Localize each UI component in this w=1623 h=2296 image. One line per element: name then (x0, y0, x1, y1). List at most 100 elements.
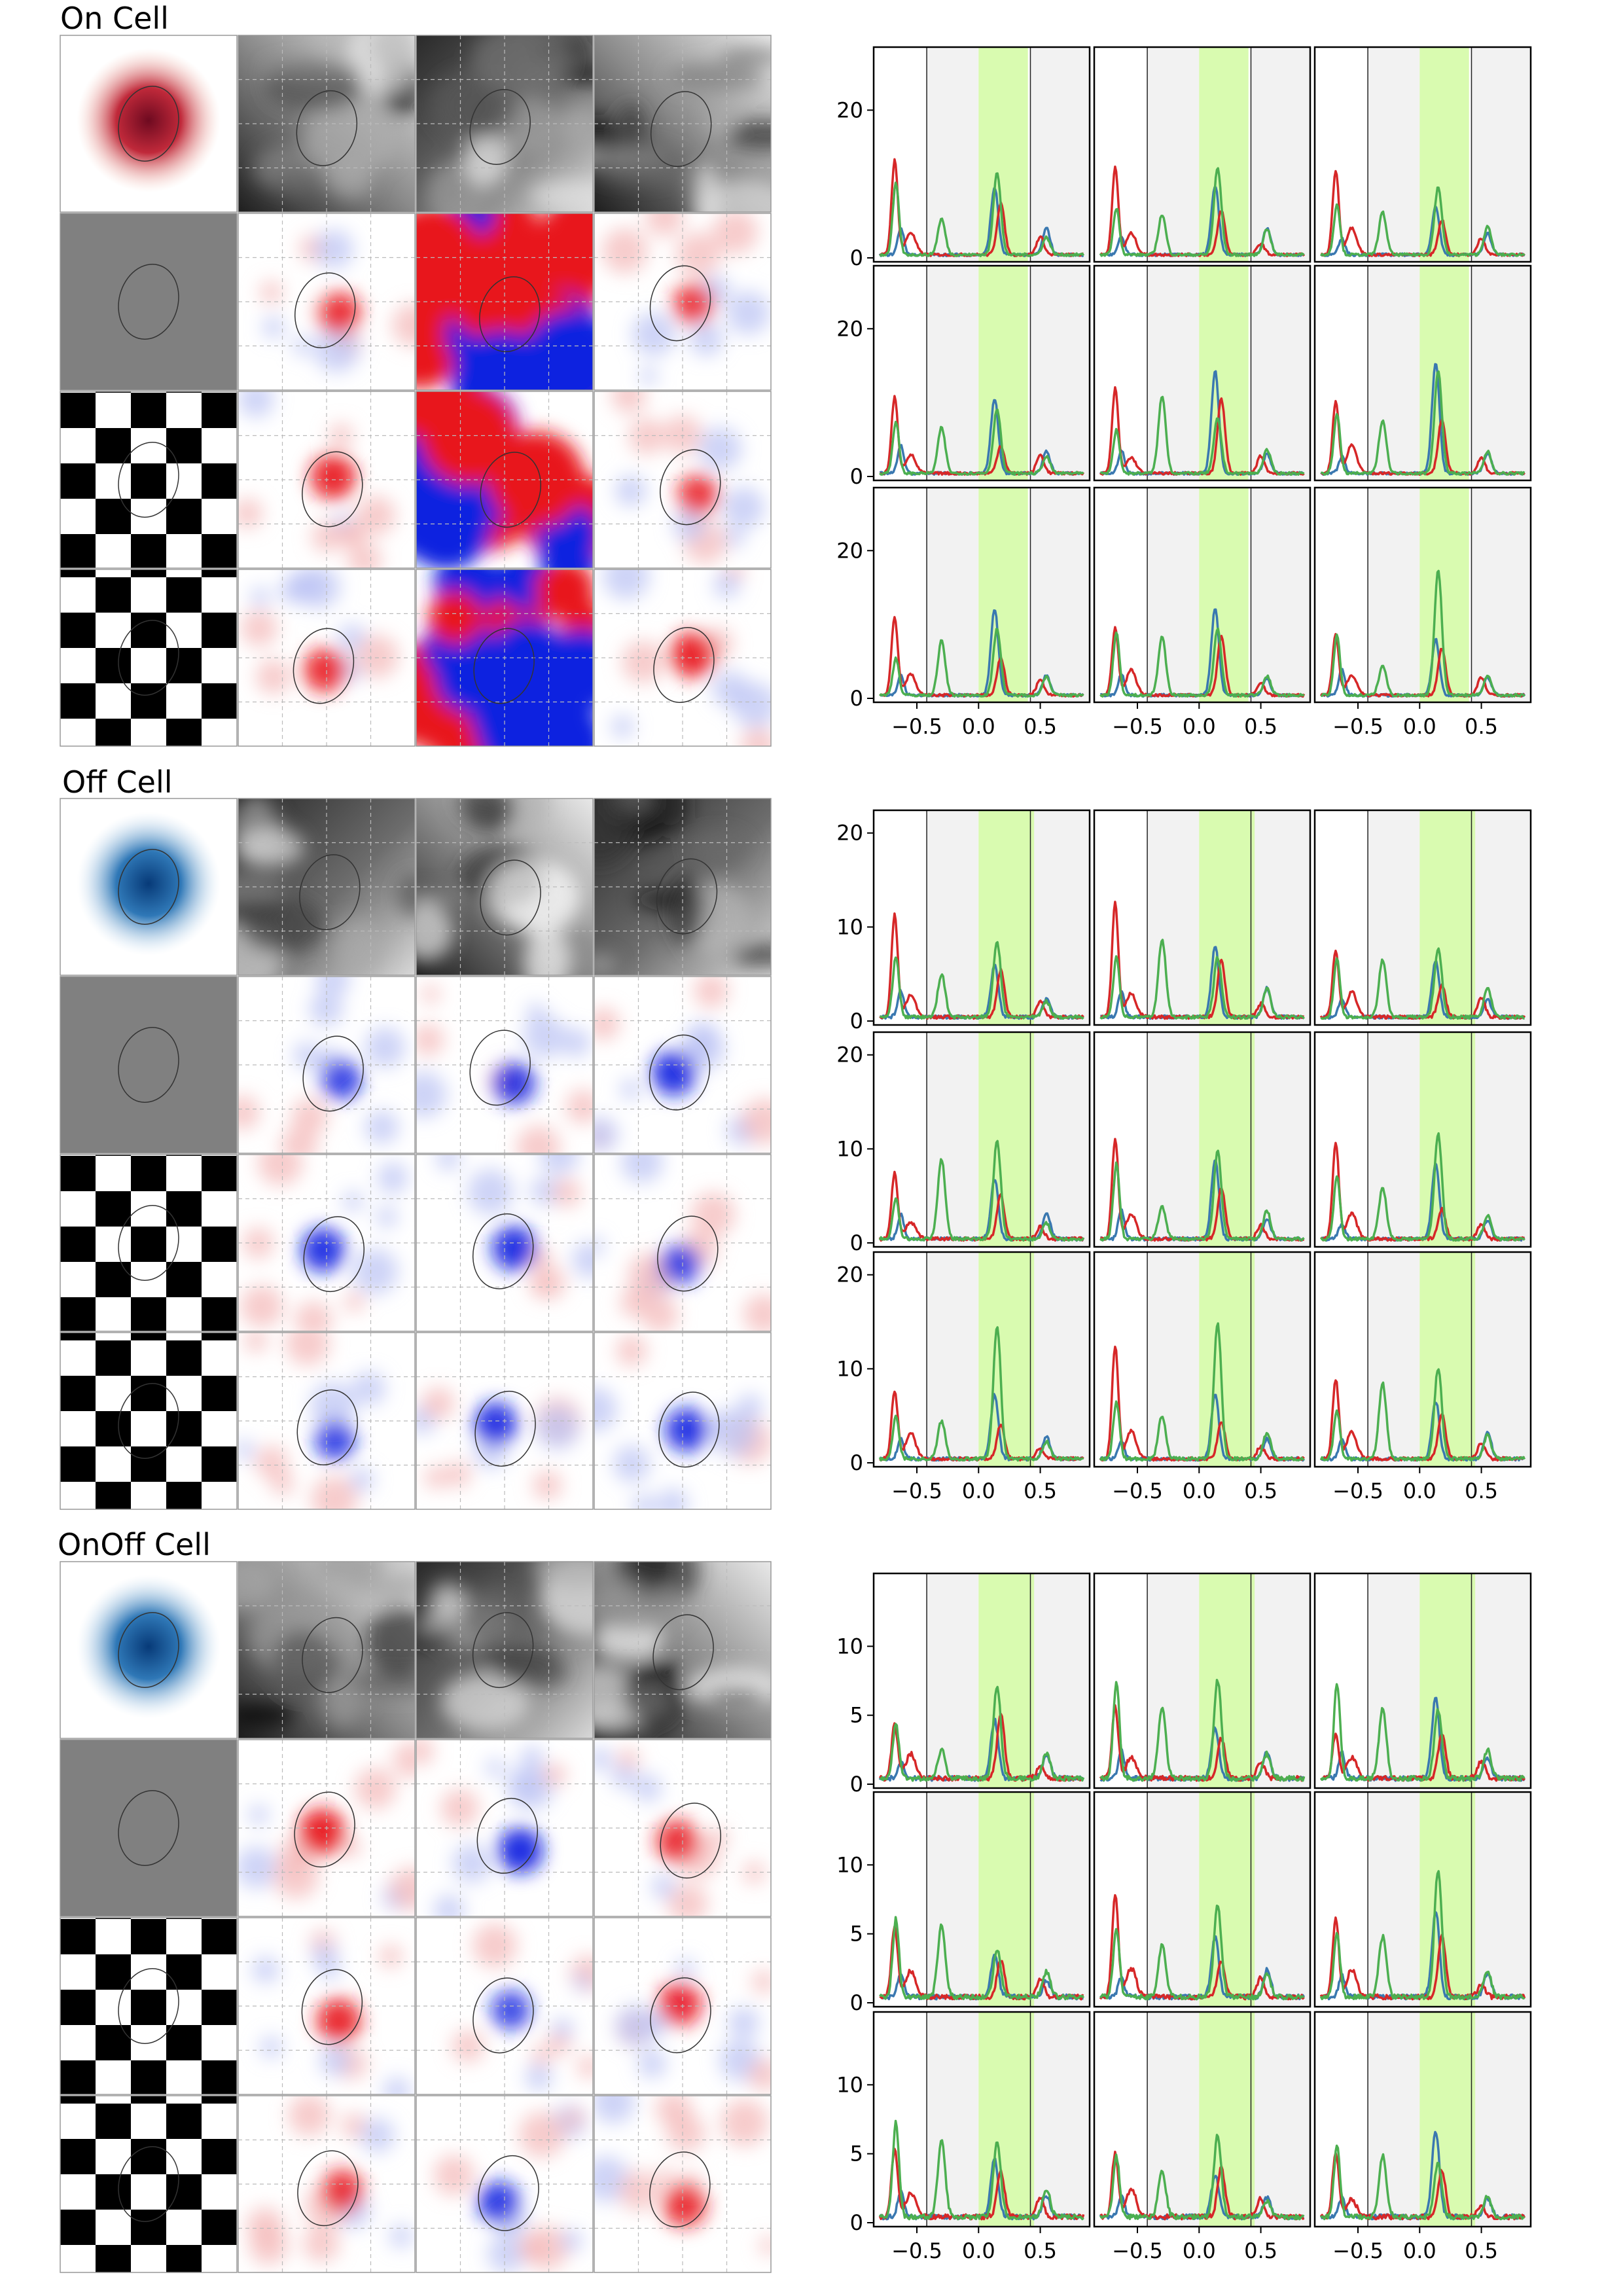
psth-trace (879, 616, 1084, 698)
checker-square (96, 2174, 131, 2210)
map-blob (565, 1089, 593, 1124)
checker-square (166, 1918, 202, 1919)
photo-texture (532, 1562, 593, 1589)
rf-outline (474, 1390, 536, 1467)
map-blob (298, 569, 340, 609)
map-blob (303, 2226, 340, 2262)
plot-frame (872, 46, 1091, 263)
checker-square (60, 1297, 96, 1331)
checker-square (25, 577, 60, 613)
checker-square (202, 754, 237, 789)
tile-border (416, 569, 594, 747)
gray-band (1030, 810, 1090, 1025)
checker-square (202, 2139, 237, 2174)
photo-stimulus (594, 1562, 771, 1738)
checker-square (60, 1156, 96, 1191)
photo-stimulus (416, 35, 593, 212)
map-blob (620, 1079, 641, 1100)
gray-band (1471, 1573, 1531, 1788)
checker-square (60, 1919, 96, 1954)
psth-trace (1099, 1678, 1306, 1782)
tile-border (416, 1917, 594, 2095)
checker-square (96, 1954, 131, 1990)
plot-frame (1093, 1791, 1311, 2008)
map-blob (563, 2108, 584, 2129)
map-blob (519, 2111, 565, 2158)
checker-square (202, 569, 237, 577)
gray-band (1368, 1792, 1420, 2007)
map-blob (620, 1155, 663, 1183)
checker-square (202, 2096, 237, 2104)
gray-band (927, 810, 979, 1025)
rf-outline (469, 88, 531, 165)
checker-square (166, 499, 202, 534)
gray-band (1471, 2012, 1531, 2227)
rf-outline (299, 854, 361, 931)
gray-band (1147, 1792, 1200, 2007)
rf-outline (296, 1389, 358, 1465)
y-tick-label: 10 (836, 1634, 863, 1659)
rf-outline (473, 628, 535, 704)
photo-texture (594, 954, 616, 975)
map-blob (355, 634, 399, 679)
map-blob (741, 1098, 771, 1145)
map-blob (539, 1155, 579, 1175)
map-blob (713, 213, 758, 255)
psth-plot (1313, 264, 1532, 482)
rf-outline (653, 627, 715, 704)
rf-outline (479, 276, 541, 353)
checker-square (25, 2104, 60, 2139)
photo-texture (396, 872, 415, 917)
photo-texture (315, 1562, 385, 1580)
checker-square (166, 2245, 202, 2272)
map-center-blob (321, 1059, 362, 1100)
y-tick-label: 0 (850, 2210, 863, 2235)
panel-title-off-cell: Off Cell (62, 764, 173, 800)
checker-square (131, 1227, 166, 1262)
map-center-blob (321, 2169, 364, 2212)
photo-texture (239, 896, 325, 954)
checker-square (131, 1156, 166, 1191)
map-blob (354, 1768, 396, 1810)
psth-plot (1313, 1791, 1532, 2008)
plot-frame (1093, 2011, 1311, 2228)
map-center-blob (477, 2181, 520, 2224)
tile-border (60, 569, 238, 747)
checker-square (96, 1262, 131, 1297)
checker-square (202, 1990, 237, 2025)
map-blob (552, 1178, 582, 1208)
map-blob (389, 2224, 413, 2248)
tile-border (238, 1739, 416, 1917)
psth-plot: 0 10 20 (836, 1031, 1091, 1255)
checker-square (202, 2280, 237, 2296)
gray-band (1251, 1573, 1310, 1788)
plot-frame (1093, 1251, 1311, 1468)
gray-band (1368, 47, 1420, 262)
map-blob (657, 1488, 688, 1509)
rf-outline (649, 265, 711, 342)
tile-border (594, 1561, 772, 1739)
y-tick-label: 10 (836, 914, 863, 939)
photo-texture (688, 832, 749, 865)
checker-square (60, 393, 96, 428)
checker-square (25, 1121, 60, 1156)
tile-border (60, 798, 238, 976)
checker-square (60, 2210, 96, 2245)
map-blob (521, 1745, 543, 1767)
photo-texture (441, 1673, 530, 1732)
checker-square (25, 1340, 60, 1376)
rf-outline (118, 2146, 179, 2222)
map-blob (632, 1494, 657, 1509)
x-tick-label: 0.5 (1024, 1479, 1057, 1503)
x-tick-label: −0.5 (1332, 714, 1383, 739)
psth-trace (1319, 1368, 1526, 1462)
checker-square (166, 1340, 202, 1376)
checker-square (202, 1156, 237, 1191)
rf-map (594, 1740, 771, 1916)
checker-square (202, 1297, 237, 1331)
tile-border (416, 213, 594, 391)
x-tick-label: 0.5 (1024, 714, 1057, 739)
tile-border (238, 1154, 416, 1332)
gray-band (1251, 47, 1310, 262)
